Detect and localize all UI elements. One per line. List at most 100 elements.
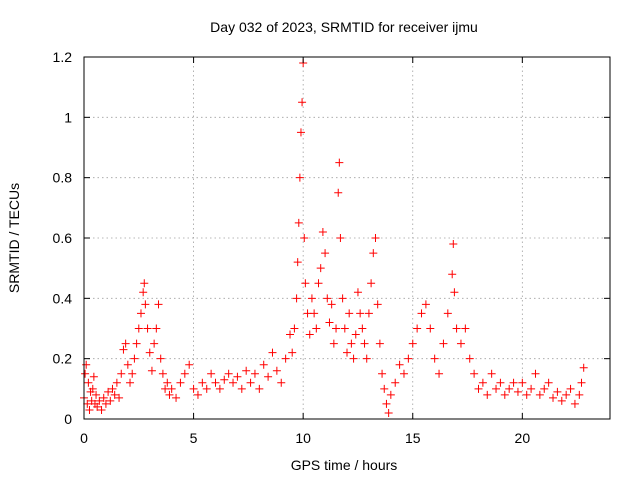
data-point: [147, 366, 156, 375]
data-point: [316, 264, 325, 273]
data-point: [140, 279, 149, 288]
data-point: [343, 348, 351, 357]
data-point: [88, 384, 97, 393]
data-point: [509, 378, 518, 387]
data-point: [224, 369, 233, 378]
y-tick-label: 1.2: [53, 49, 73, 65]
x-tick-label: 20: [515, 430, 531, 446]
data-point: [483, 390, 492, 399]
data-point: [449, 240, 458, 249]
data-point: [349, 354, 358, 363]
data-point: [150, 339, 159, 348]
data-point: [108, 384, 117, 393]
data-point: [198, 378, 207, 387]
data-point: [106, 396, 115, 405]
data-point: [290, 324, 299, 333]
data-point: [312, 324, 321, 333]
data-point: [92, 390, 101, 399]
data-point: [386, 390, 395, 399]
data-point: [321, 249, 330, 258]
data-point: [369, 249, 378, 258]
data-point: [452, 324, 461, 333]
data-point: [579, 363, 588, 372]
data-point: [327, 300, 336, 309]
data-point: [335, 158, 344, 167]
data-point: [513, 387, 522, 396]
data-point: [522, 390, 531, 399]
data-point: [277, 378, 286, 387]
data-point: [300, 234, 309, 242]
data-point: [332, 324, 341, 333]
data-point: [531, 369, 540, 378]
data-point: [557, 396, 566, 405]
x-tick-label: 10: [295, 430, 311, 446]
data-point: [301, 279, 310, 288]
data-point: [439, 339, 448, 348]
data-point: [362, 354, 371, 363]
data-point: [132, 339, 141, 348]
y-axis-label: SRMTID / TECUs: [6, 183, 22, 293]
data-point: [336, 234, 345, 242]
data-point: [89, 372, 98, 381]
data-point: [323, 294, 332, 303]
data-point: [562, 390, 571, 399]
data-point: [154, 300, 163, 309]
data-point: [329, 339, 338, 348]
data-point: [264, 372, 273, 381]
x-tick-label: 0: [80, 430, 88, 446]
data-point: [165, 390, 174, 399]
data-point: [185, 360, 194, 369]
data-point: [202, 384, 211, 393]
x-axis-label: GPS time / hours: [291, 457, 398, 473]
data-point: [130, 354, 139, 363]
data-point: [207, 369, 216, 378]
data-point: [356, 309, 365, 318]
data-points: [80, 59, 588, 417]
data-point: [167, 384, 176, 393]
data-point: [139, 288, 148, 297]
data-point: [474, 384, 483, 393]
data-point: [527, 384, 536, 393]
data-point: [395, 360, 404, 369]
grid-lines: [83, 56, 610, 420]
data-point: [478, 378, 487, 387]
data-point: [549, 393, 558, 402]
data-point: [233, 372, 242, 381]
data-point: [518, 378, 527, 387]
data-point: [435, 369, 444, 378]
data-point: [123, 360, 132, 369]
data-point: [229, 378, 238, 387]
data-point: [180, 369, 189, 378]
data-point: [126, 378, 135, 387]
data-point: [143, 324, 152, 333]
data-point: [496, 378, 505, 387]
data-point: [421, 300, 430, 309]
y-tick-label: 0.2: [53, 351, 73, 367]
data-point: [259, 360, 268, 369]
data-point: [345, 309, 354, 318]
data-point: [450, 288, 459, 297]
data-point: [272, 366, 281, 375]
y-tick-label: 0: [64, 411, 72, 427]
data-point: [413, 324, 422, 333]
data-point: [577, 378, 586, 387]
data-point: [286, 330, 295, 339]
data-point: [134, 324, 143, 333]
data-point: [115, 393, 124, 402]
data-point: [338, 294, 347, 303]
x-tick-label: 15: [405, 430, 421, 446]
data-point: [156, 354, 165, 363]
data-point: [145, 348, 154, 357]
plot-frame: [83, 56, 611, 420]
data-point: [281, 354, 290, 363]
data-point: [373, 300, 382, 309]
data-point: [172, 393, 181, 402]
data-point: [535, 390, 544, 399]
data-point: [288, 348, 297, 357]
data-point: [340, 324, 349, 333]
data-point: [84, 378, 93, 387]
data-point: [307, 294, 316, 303]
data-point: [176, 378, 185, 387]
data-point: [375, 339, 384, 348]
data-point: [540, 384, 549, 393]
